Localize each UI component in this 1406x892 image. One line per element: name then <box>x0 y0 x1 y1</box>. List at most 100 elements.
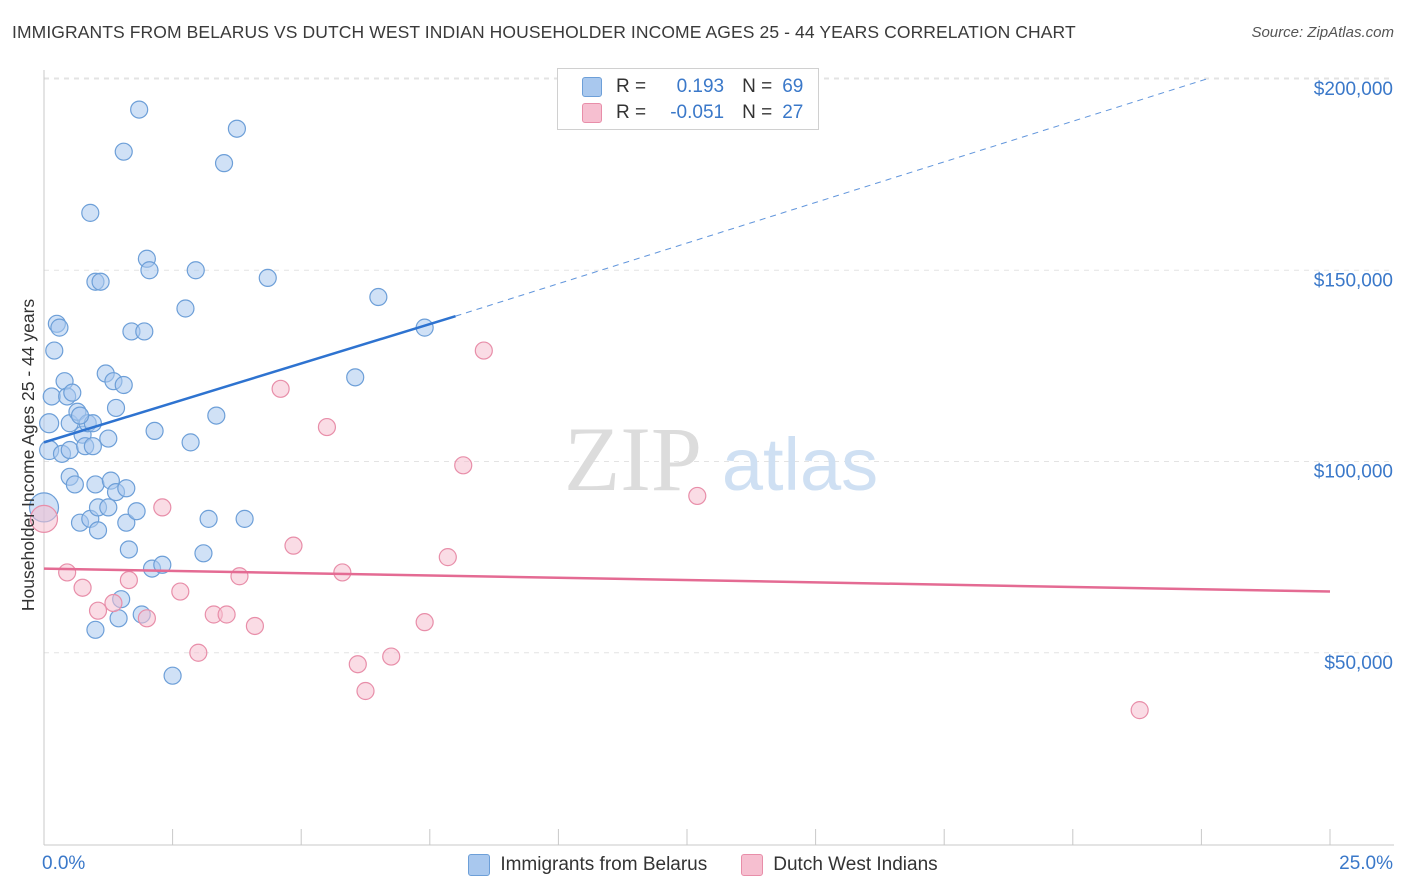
x-tick-label-0: 0.0% <box>42 853 85 874</box>
legend-label-dutch: Dutch West Indians <box>773 854 938 875</box>
y-tick-label-0: $50,000 <box>1324 653 1393 674</box>
belarus-point-38 <box>114 375 133 395</box>
belarus-point-40 <box>117 479 136 498</box>
belarus-point-39 <box>117 513 136 532</box>
trend-line-belarus <box>43 314 456 444</box>
legend-swatch-dutch <box>741 854 764 876</box>
r-value-dutch: -0.051 <box>670 102 725 123</box>
dutch-point-17 <box>333 563 352 582</box>
dutch-point-3 <box>88 601 108 620</box>
belarus-point-4 <box>45 341 64 360</box>
dutch-point-11 <box>217 605 236 624</box>
belarus-point-64 <box>369 287 388 307</box>
dutch-point-7 <box>153 498 172 517</box>
belarus-point-34 <box>106 398 126 418</box>
watermark-zip: ZIP <box>564 408 702 510</box>
stats-row-belarus: R = 0.193 N = 69 <box>582 74 803 100</box>
series-belarus <box>28 100 434 685</box>
legend: Immigrants from Belarus Dutch West India… <box>0 852 1406 878</box>
n-value-belarus: 69 <box>782 76 804 97</box>
belarus-point-41 <box>119 540 138 559</box>
trend-line-dutch <box>43 567 1331 593</box>
belarus-point-56 <box>194 544 213 563</box>
belarus-point-30 <box>99 429 118 448</box>
watermark-atlas: atlas <box>722 423 878 506</box>
dutch-point-4 <box>104 593 123 613</box>
dutch-point-9 <box>189 643 208 662</box>
belarus-point-48 <box>140 261 159 280</box>
belarus-point-51 <box>153 555 172 574</box>
belarus-point-28 <box>91 272 110 291</box>
dutch-point-19 <box>356 681 375 701</box>
belarus-point-65 <box>86 620 105 639</box>
stats-box: R = 0.193 N = 69 R = -0.051 N = 27 <box>557 68 819 130</box>
n-label: N = <box>742 76 773 97</box>
belarus-point-50 <box>145 421 164 440</box>
swatch-dutch <box>582 103 602 123</box>
belarus-point-57 <box>199 509 218 528</box>
dutch-point-13 <box>245 616 265 636</box>
y-tick-label-2: $150,000 <box>1314 270 1393 291</box>
dutch-point-14 <box>271 379 290 398</box>
dutch-point-6 <box>137 609 156 628</box>
belarus-point-31 <box>99 498 118 517</box>
grid-lines <box>44 77 1394 654</box>
belarus-point-67 <box>70 406 90 425</box>
n-value-dutch: 27 <box>782 102 804 123</box>
belarus-point-1 <box>39 413 60 434</box>
belarus-point-59 <box>214 154 234 173</box>
belarus-point-52 <box>163 666 182 685</box>
belarus-point-13 <box>63 383 82 402</box>
x-tick-label-1: 25.0% <box>1339 853 1393 874</box>
dutch-point-12 <box>230 567 249 586</box>
belarus-point-37 <box>114 142 133 161</box>
r-value-belarus: 0.193 <box>676 76 725 97</box>
belarus-point-46 <box>135 322 154 341</box>
belarus-point-61 <box>235 509 254 528</box>
dutch-point-25 <box>688 486 707 506</box>
belarus-point-43 <box>127 502 146 521</box>
dutch-point-2 <box>73 578 92 597</box>
legend-item-belarus[interactable]: Immigrants from Belarus <box>468 854 707 876</box>
dutch-point-18 <box>348 655 367 674</box>
dutch-point-8 <box>171 582 190 601</box>
dutch-point-23 <box>454 456 473 475</box>
dutch-point-26 <box>1130 701 1149 720</box>
belarus-point-24 <box>86 475 105 494</box>
belarus-point-60 <box>227 119 246 138</box>
belarus-point-62 <box>258 268 277 287</box>
belarus-point-10 <box>60 440 79 460</box>
swatch-belarus <box>582 77 602 97</box>
belarus-point-6 <box>50 318 69 337</box>
dutch-point-0 <box>29 504 59 533</box>
source-credit: Source: ZipAtlas.com <box>1251 24 1394 41</box>
belarus-point-54 <box>181 433 200 452</box>
dutch-point-1 <box>58 563 77 582</box>
dutch-point-24 <box>474 341 493 360</box>
tick-labels: $50,000 $100,000 $150,000 $200,000 0.0% 25.0% <box>42 79 1393 874</box>
r-label: R = <box>616 76 647 97</box>
belarus-point-63 <box>346 368 365 387</box>
y-tick-label-1: $100,000 <box>1314 462 1393 483</box>
series-dutch-west-indians <box>29 341 1149 720</box>
y-tick-label-3: $200,000 <box>1314 79 1393 100</box>
dutch-point-5 <box>119 570 138 590</box>
dutch-point-22 <box>438 548 457 567</box>
belarus-point-14 <box>65 475 84 494</box>
axes <box>43 70 1394 846</box>
belarus-point-44 <box>130 100 149 119</box>
belarus-point-21 <box>81 203 100 222</box>
dutch-point-15 <box>284 536 303 555</box>
dutch-point-16 <box>317 417 337 437</box>
legend-swatch-belarus <box>468 854 491 876</box>
legend-item-dutch[interactable]: Dutch West Indians <box>741 854 938 876</box>
belarus-point-55 <box>186 261 205 280</box>
dutch-point-21 <box>415 613 434 632</box>
belarus-point-36 <box>109 609 128 628</box>
belarus-point-22 <box>83 437 102 456</box>
y-axis-label: Householder Income Ages 25 - 44 years <box>18 299 38 612</box>
belarus-point-53 <box>176 299 195 318</box>
legend-label-belarus: Immigrants from Belarus <box>500 854 708 875</box>
belarus-point-26 <box>88 521 108 540</box>
